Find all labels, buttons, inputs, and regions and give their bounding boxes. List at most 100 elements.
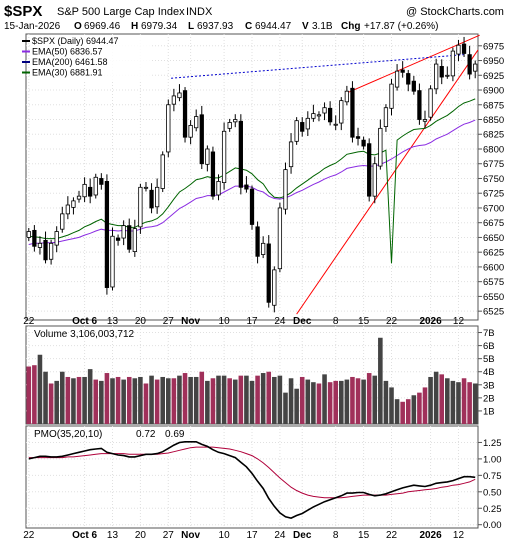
candle-body bbox=[104, 181, 110, 288]
candle-body bbox=[99, 178, 104, 185]
candle-body bbox=[210, 151, 216, 197]
volume-bar bbox=[400, 401, 405, 424]
volume-bar bbox=[372, 375, 378, 424]
volume-bar bbox=[76, 376, 82, 424]
x-tick-label: 2026 bbox=[419, 316, 442, 327]
volume-bar bbox=[383, 380, 389, 424]
volume-bar bbox=[193, 376, 199, 424]
x-tick-label: 17 bbox=[246, 316, 258, 327]
price-tick-label: 6800 bbox=[483, 144, 504, 155]
volume-bar bbox=[433, 371, 439, 424]
volume-bar bbox=[255, 375, 260, 424]
x-tick-label: 24 bbox=[274, 316, 286, 327]
volume-bar bbox=[132, 378, 138, 424]
volume-tick-label: 4B bbox=[483, 367, 495, 378]
volume-bar bbox=[428, 376, 433, 424]
candle-body bbox=[300, 122, 305, 132]
volume-bar bbox=[266, 371, 272, 424]
volume-bar bbox=[138, 376, 143, 424]
candle-body bbox=[467, 54, 472, 75]
volume-bar bbox=[355, 378, 361, 424]
candle-body bbox=[255, 226, 260, 257]
x-tick-label: 12 bbox=[453, 530, 465, 541]
candle-body bbox=[428, 88, 433, 118]
volume-bar bbox=[54, 380, 59, 424]
pmo-legend-value1: 0.72 bbox=[136, 429, 156, 440]
close-value: 6944.47 bbox=[255, 21, 292, 32]
x-tick-label: Oct 6 bbox=[72, 530, 97, 541]
x-tick-label: 2026 bbox=[419, 530, 442, 541]
volume-bar bbox=[272, 376, 277, 424]
x-tick-label: 15 bbox=[358, 530, 370, 541]
candle-body bbox=[422, 119, 428, 122]
candle-body bbox=[166, 104, 171, 153]
watermark: @ StockCharts.com bbox=[406, 6, 504, 18]
candle-body bbox=[227, 122, 232, 129]
candle-body bbox=[378, 127, 383, 167]
open-value: 6969.46 bbox=[84, 21, 121, 32]
candle-body bbox=[54, 231, 59, 246]
volume-bar bbox=[244, 375, 249, 424]
candle-body bbox=[143, 186, 149, 189]
candle-body bbox=[182, 90, 188, 138]
price-tick-label: 6725 bbox=[483, 189, 504, 200]
candle-body bbox=[367, 143, 372, 197]
low-value: 6937.93 bbox=[197, 21, 234, 32]
candle-body bbox=[216, 181, 221, 196]
volume-bar bbox=[32, 365, 37, 424]
candle-body bbox=[411, 80, 416, 92]
volume-bar bbox=[171, 378, 177, 424]
pmo-tick-label: 0.00 bbox=[483, 520, 502, 531]
volume-bar bbox=[205, 380, 210, 424]
x-tick-label: Oct 6 bbox=[72, 316, 97, 327]
volume-bar bbox=[65, 376, 71, 424]
volume-bar bbox=[344, 379, 350, 424]
candle-body bbox=[160, 154, 165, 189]
volume-bar bbox=[283, 392, 288, 424]
candle-body bbox=[355, 136, 361, 139]
price-tick-label: 6975 bbox=[483, 41, 504, 52]
price-tick-label: 6550 bbox=[483, 292, 504, 303]
candle-body bbox=[48, 242, 54, 260]
change-value: +17.87 (+0.26%) bbox=[364, 21, 439, 32]
volume-bar bbox=[299, 376, 305, 424]
pmo-tick-label: 0.50 bbox=[483, 487, 502, 498]
x-tick-label: 10 bbox=[219, 530, 231, 541]
candle-body bbox=[450, 50, 456, 77]
volume-bar bbox=[59, 371, 65, 424]
candle-body bbox=[339, 100, 344, 124]
volume-bar bbox=[182, 373, 188, 424]
volume-tick-label: 1B bbox=[483, 406, 495, 417]
candle-body bbox=[383, 107, 389, 127]
candle-body bbox=[439, 66, 444, 78]
price-tick-label: 6750 bbox=[483, 174, 504, 185]
candle-body bbox=[115, 237, 121, 241]
pmo-legend-value2: 0.69 bbox=[165, 429, 185, 440]
candle-body bbox=[272, 269, 277, 306]
volume-bar bbox=[350, 376, 355, 424]
candle-body bbox=[43, 239, 48, 261]
candle-body bbox=[127, 225, 132, 250]
candle-body bbox=[333, 123, 338, 126]
candle-body bbox=[456, 44, 461, 55]
candle-body bbox=[199, 114, 204, 165]
candle-body bbox=[394, 70, 400, 88]
volume-bar bbox=[126, 376, 132, 424]
volume-bar bbox=[439, 374, 445, 424]
volume-bar bbox=[422, 387, 428, 424]
candle-body bbox=[37, 242, 43, 248]
price-tick-label: 6850 bbox=[483, 115, 504, 126]
legend-entry: EMA(50) 6836.57 bbox=[32, 47, 103, 57]
candle-body bbox=[149, 189, 154, 209]
x-tick-label: 8 bbox=[333, 530, 339, 541]
volume-bar bbox=[411, 395, 417, 424]
x-tick-label: 27 bbox=[163, 530, 175, 541]
x-tick-label: 20 bbox=[135, 316, 147, 327]
candle-body bbox=[406, 73, 411, 85]
candle-body bbox=[194, 116, 199, 129]
x-tick-label: 22 bbox=[23, 530, 35, 541]
volume-bar bbox=[294, 388, 299, 424]
volume-tick-label: 5B bbox=[483, 354, 495, 365]
pmo-tick-label: 0.75 bbox=[483, 471, 502, 482]
legend-entry: EMA(30) 6881.91 bbox=[32, 68, 103, 78]
